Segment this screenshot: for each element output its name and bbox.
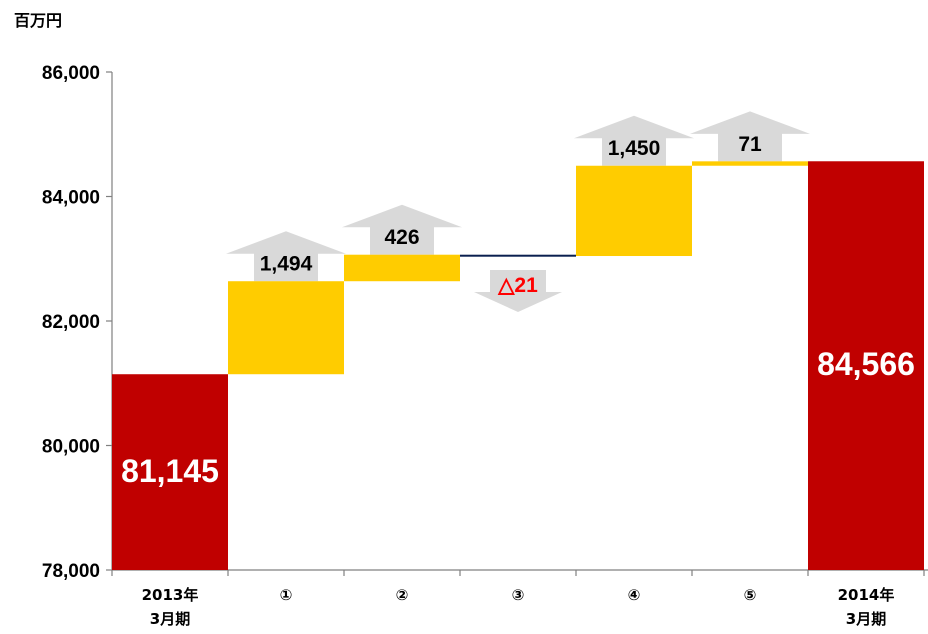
y-tick-label: 84,000 bbox=[42, 188, 100, 209]
category-label: 3月期 bbox=[150, 610, 190, 628]
increase-arrow-icon bbox=[690, 111, 810, 162]
category-label: 2014年 bbox=[838, 586, 895, 604]
decrease-arrow-icon bbox=[474, 270, 562, 313]
unit-label: 百万円 bbox=[14, 11, 62, 30]
y-tick-label: 86,000 bbox=[42, 63, 100, 84]
increase-arrow-icon bbox=[574, 115, 694, 166]
total-bar bbox=[112, 374, 228, 570]
delta-value-label: △21 bbox=[497, 274, 538, 297]
y-axis: 78,000 80,000 82,000 84,000 86,000 bbox=[42, 63, 113, 582]
value-labels: 81,145 1,494 426 △21 1,450 71 84,566 bbox=[121, 133, 915, 489]
delta-value-label: 71 bbox=[738, 133, 762, 156]
arrows bbox=[226, 111, 810, 313]
increase-bar bbox=[228, 281, 344, 375]
y-tick-label: 82,000 bbox=[42, 312, 100, 333]
total-value-label: 84,566 bbox=[817, 346, 915, 382]
y-tick-label: 78,000 bbox=[42, 561, 100, 582]
bars bbox=[112, 161, 924, 571]
increase-bar bbox=[576, 165, 692, 257]
y-tick-label: 80,000 bbox=[42, 437, 100, 458]
increase-bar bbox=[692, 161, 808, 166]
delta-value-label: 1,494 bbox=[260, 253, 313, 276]
category-label: ① bbox=[280, 586, 293, 604]
category-label: 2013年 bbox=[142, 586, 199, 604]
total-value-label: 81,145 bbox=[121, 453, 219, 489]
increase-arrow-icon bbox=[342, 204, 462, 255]
total-bar bbox=[808, 161, 924, 571]
category-label: ⑤ bbox=[744, 586, 757, 604]
delta-value-label: 1,450 bbox=[608, 137, 661, 160]
increase-bar bbox=[344, 254, 460, 282]
category-label: ④ bbox=[628, 586, 641, 604]
decrease-bar bbox=[460, 254, 576, 257]
category-label: ② bbox=[396, 586, 409, 604]
category-label: 3月期 bbox=[846, 610, 886, 628]
delta-value-label: 426 bbox=[384, 226, 419, 249]
x-axis: 2013年 3月期 ① ② ③ ④ ⑤ 2014年 3月期 bbox=[111, 569, 928, 628]
increase-arrow-icon bbox=[226, 231, 346, 282]
category-label: ③ bbox=[512, 586, 525, 604]
